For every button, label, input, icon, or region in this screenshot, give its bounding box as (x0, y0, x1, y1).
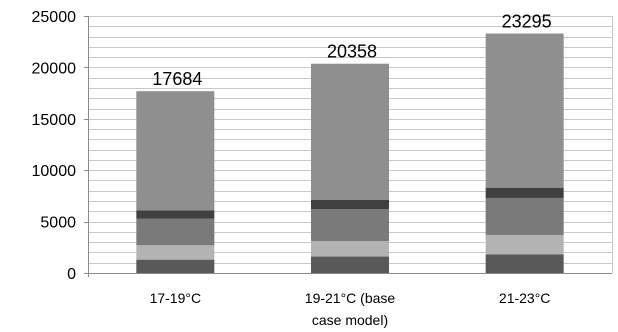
x-tick-label: 21-23°C (499, 290, 551, 306)
bar-segment (136, 91, 215, 211)
bar-segment (311, 241, 389, 257)
total-label: 17684 (152, 69, 202, 89)
y-tick-labels: 0 5000 10000 15000 20000 25000 (32, 9, 77, 283)
bar-segment (485, 254, 564, 273)
bar-segment (136, 259, 215, 273)
bar-segment (136, 218, 215, 246)
bar-segment (485, 197, 564, 235)
y-tick-label: 15000 (32, 112, 77, 129)
bar-segment (485, 234, 564, 255)
total-label: 23295 (502, 12, 552, 32)
bar-segment (485, 33, 564, 188)
y-tick-label: 10000 (32, 163, 77, 180)
y-tick-label: 20000 (32, 60, 77, 77)
bar-segment (311, 209, 389, 242)
bar-segment (311, 200, 389, 210)
x-tick-label: 19-21°C (base (305, 290, 396, 306)
total-labels: 17684 20358 23295 (152, 12, 551, 90)
x-tick-label: case model) (312, 312, 388, 328)
y-tick-label: 0 (67, 266, 76, 283)
x-tick-labels: 17-19°C 19-21°C (base case model) 21-23°C (150, 290, 551, 328)
bar-segment (485, 187, 564, 198)
bar-segment (311, 256, 389, 273)
bar-segment (311, 63, 389, 201)
y-tick-label: 25000 (32, 9, 77, 26)
bar-stacks (136, 33, 564, 273)
x-tick-label: 17-19°C (150, 290, 202, 306)
bar-segment (136, 210, 215, 219)
total-label: 20358 (327, 42, 377, 62)
axes (84, 16, 612, 277)
y-tick-label: 5000 (40, 215, 76, 232)
bar-segment (136, 245, 215, 260)
